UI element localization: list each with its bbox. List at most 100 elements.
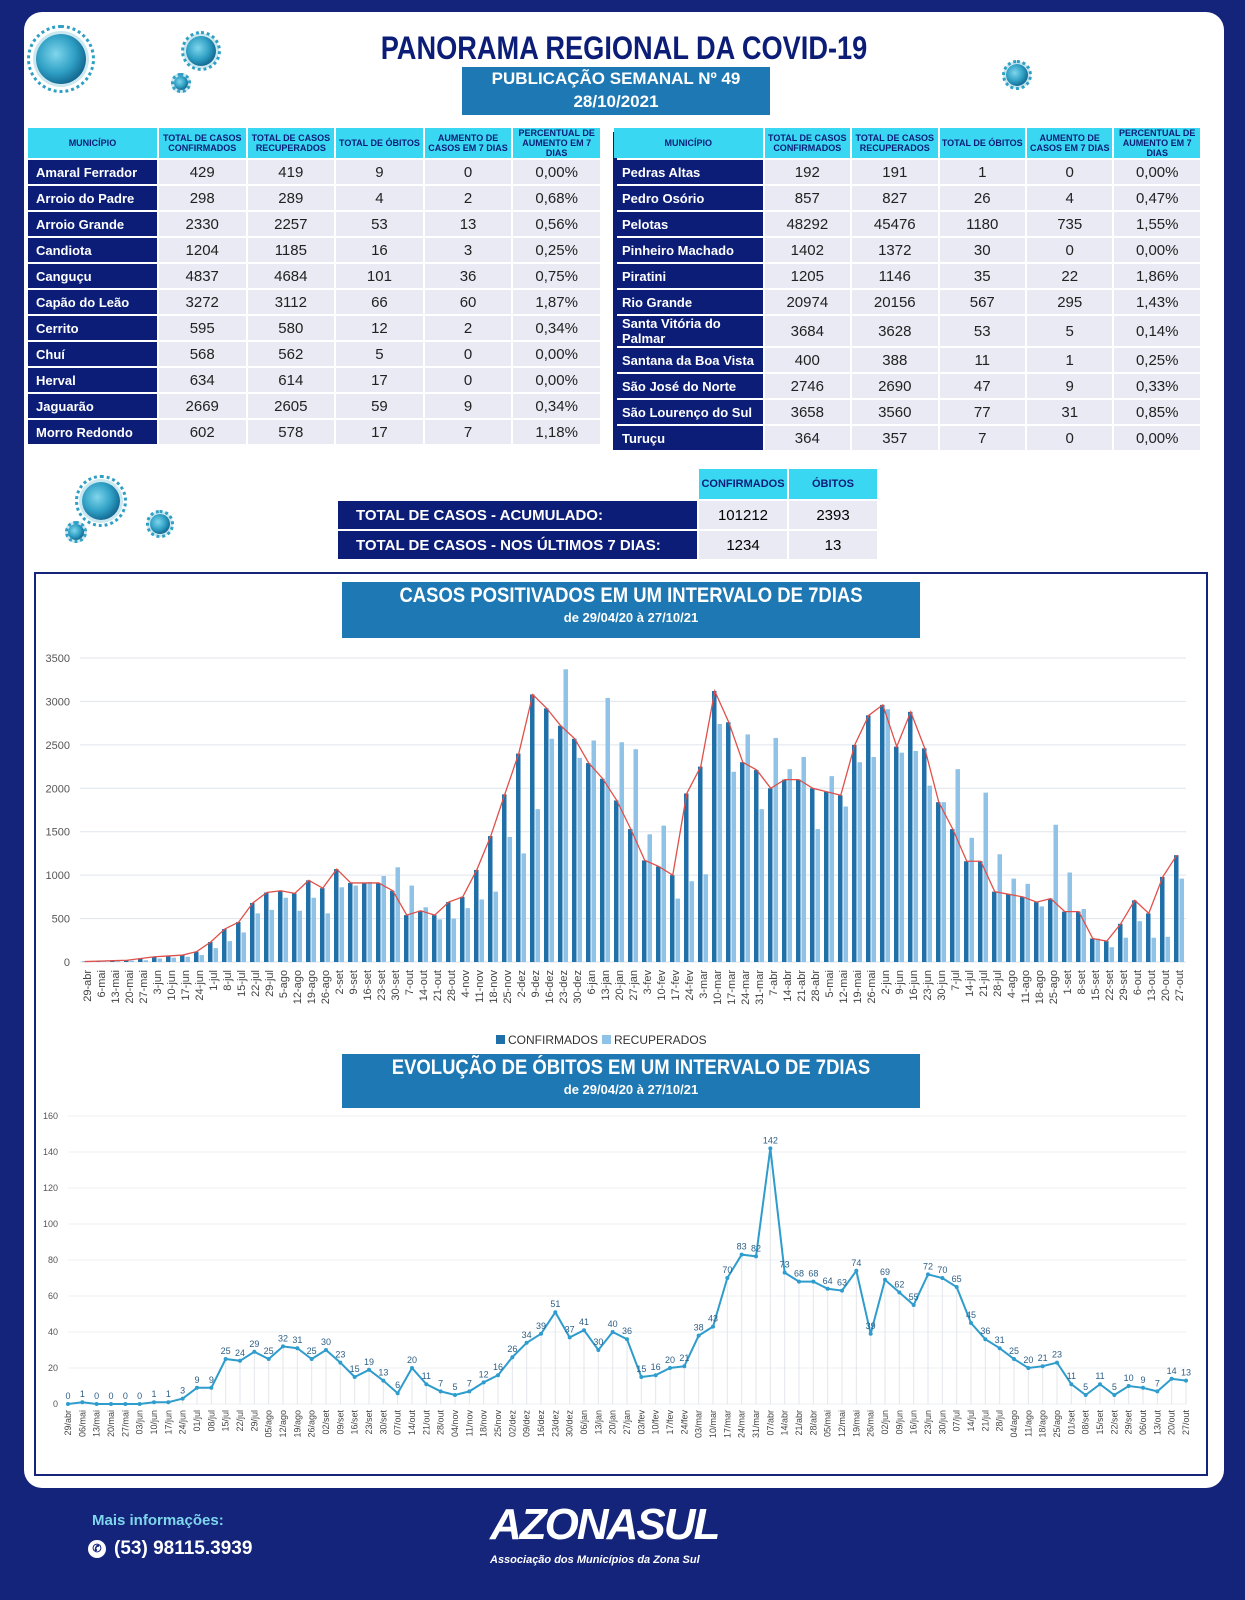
- data-point: [481, 1380, 486, 1385]
- bar-confirmados: [810, 788, 815, 962]
- bar-recuperados: [759, 809, 764, 962]
- table-cell: 0,25%: [1114, 348, 1200, 372]
- bar-confirmados: [964, 861, 969, 962]
- x-tick-label: 01/jul: [192, 1410, 202, 1432]
- bar-confirmados: [600, 778, 605, 962]
- data-label: 9: [1140, 1375, 1145, 1385]
- table-cell: 0,00%: [513, 160, 600, 184]
- bar-recuperados: [395, 867, 400, 962]
- bar-recuperados: [913, 750, 918, 962]
- x-tick-label: 2-dez: [516, 970, 528, 998]
- publication-number: PUBLICAÇÃO SEMANAL Nº 49: [491, 69, 741, 88]
- municipality-name: São Lourenço do Sul: [614, 400, 763, 424]
- table-cell: 53: [939, 316, 1025, 346]
- data-label: 25: [221, 1346, 231, 1356]
- bar-recuperados: [801, 757, 806, 962]
- bar-confirmados: [670, 875, 675, 962]
- table-cell: 20156: [852, 290, 938, 314]
- data-label: 63: [837, 1278, 847, 1288]
- table-cell: 2746: [764, 374, 851, 398]
- x-tick-label: 25/nov: [493, 1410, 503, 1438]
- data-point: [1083, 1393, 1088, 1397]
- y-tick-label: 3000: [46, 696, 70, 708]
- table-row: Chuí 568 562 5 0 0,00%: [28, 342, 600, 366]
- table-cell: 1,87%: [513, 290, 600, 314]
- table-row: Jaguarão 2669 2605 59 9 0,34%: [28, 394, 600, 418]
- table-cell: 2257: [247, 212, 335, 236]
- table-cell: 568: [158, 342, 246, 366]
- data-point: [711, 1324, 715, 1329]
- x-tick-label: 9-dez: [530, 970, 542, 998]
- y-tick-label: 3500: [46, 653, 70, 665]
- y-tick-label: 60: [48, 1291, 58, 1301]
- data-point: [1169, 1376, 1174, 1381]
- bar-recuperados: [1039, 906, 1044, 962]
- data-label: 7: [438, 1378, 443, 1388]
- bar-confirmados: [1118, 923, 1123, 962]
- table-cell: 295: [1026, 290, 1113, 314]
- x-tick-label: 11/ago: [1023, 1410, 1033, 1437]
- phone-contact[interactable]: ✆ (53) 98115.3939: [88, 1538, 252, 1560]
- x-tick-label: 27-jan: [628, 970, 640, 1001]
- x-tick-label: 8-set: [1076, 970, 1088, 994]
- bar-recuperados: [493, 891, 498, 962]
- publication-box: PUBLICAÇÃO SEMANAL Nº 49 28/10/2021: [462, 67, 770, 115]
- x-tick-label: 31/mar: [751, 1410, 761, 1438]
- table-header-row: MUNICÍPIO TOTAL DE CASOS CONFIRMADOS TOTAL…: [28, 128, 600, 158]
- x-tick-label: 26-ago: [320, 970, 332, 1004]
- table-cell: 0: [1026, 238, 1113, 262]
- data-point: [983, 1337, 988, 1342]
- table-header-cell: AUMENTO DE CASOS EM 7 DIAS: [1026, 128, 1113, 158]
- x-tick-label: 30-jun: [936, 970, 948, 1001]
- bar-recuperados: [1081, 909, 1086, 962]
- x-tick-label: 24/jun: [178, 1410, 188, 1435]
- data-point: [309, 1357, 314, 1361]
- data-label: 12: [479, 1369, 489, 1379]
- municipality-name: Chuí: [28, 342, 157, 366]
- bar-recuperados: [283, 897, 288, 962]
- table-cell: 0,85%: [1114, 400, 1200, 424]
- bar-confirmados: [1034, 902, 1039, 962]
- x-tick-label: 2-set: [334, 970, 346, 994]
- x-tick-label: 27/out: [1181, 1410, 1191, 1436]
- data-label: 13: [378, 1368, 388, 1378]
- bar-confirmados: [586, 763, 591, 962]
- data-label: 69: [880, 1267, 890, 1277]
- table-cell: 9: [336, 160, 423, 184]
- data-label: 40: [608, 1319, 618, 1329]
- x-tick-label: 15-jul: [236, 970, 248, 997]
- data-point: [897, 1290, 902, 1295]
- table-header-cell: TOTAL DE CASOS CONFIRMADOS: [158, 128, 246, 158]
- data-point: [367, 1367, 371, 1372]
- bar-confirmados: [194, 951, 199, 962]
- x-tick-label: 1-set: [1062, 970, 1074, 994]
- municipality-table-left: MUNICÍPIO TOTAL DE CASOS CONFIRMADOS TOTAL…: [26, 126, 602, 446]
- table-cell: 1,18%: [513, 420, 600, 444]
- y-tick-label: 100: [43, 1219, 58, 1229]
- table-cell: 567: [939, 290, 1025, 314]
- totals-header-obitos: ÓBITOS: [789, 469, 877, 499]
- data-label: 13: [1181, 1368, 1191, 1378]
- data-label: 72: [923, 1261, 933, 1271]
- bar-confirmados: [908, 711, 913, 962]
- municipality-name: Morro Redondo: [28, 420, 157, 444]
- x-tick-label: 8-jul: [222, 970, 234, 991]
- x-tick-label: 13/out: [1152, 1410, 1162, 1436]
- x-tick-label: 16-jun: [908, 970, 920, 1001]
- publication-date: 28/10/2021: [573, 92, 659, 111]
- x-tick-label: 19-ago: [306, 970, 318, 1004]
- table-cell: 419: [247, 160, 335, 184]
- data-label: 14: [1167, 1366, 1177, 1376]
- bar-recuperados: [857, 762, 862, 962]
- x-tick-label: 02/dez: [507, 1410, 517, 1438]
- data-point: [80, 1400, 85, 1405]
- data-label: 5: [1083, 1382, 1088, 1392]
- table-header-cell: TOTAL DE CASOS CONFIRMADOS: [764, 128, 851, 158]
- data-label: 83: [737, 1242, 747, 1252]
- x-tick-label: 16/set: [350, 1410, 360, 1435]
- municipality-table-right: MUNICÍPIO TOTAL DE CASOS CONFIRMADOS TOTAL…: [612, 126, 1202, 452]
- x-tick-label: 13/mai: [92, 1410, 102, 1437]
- x-tick-label: 13/jan: [593, 1410, 603, 1435]
- x-tick-label: 20/jan: [608, 1410, 618, 1435]
